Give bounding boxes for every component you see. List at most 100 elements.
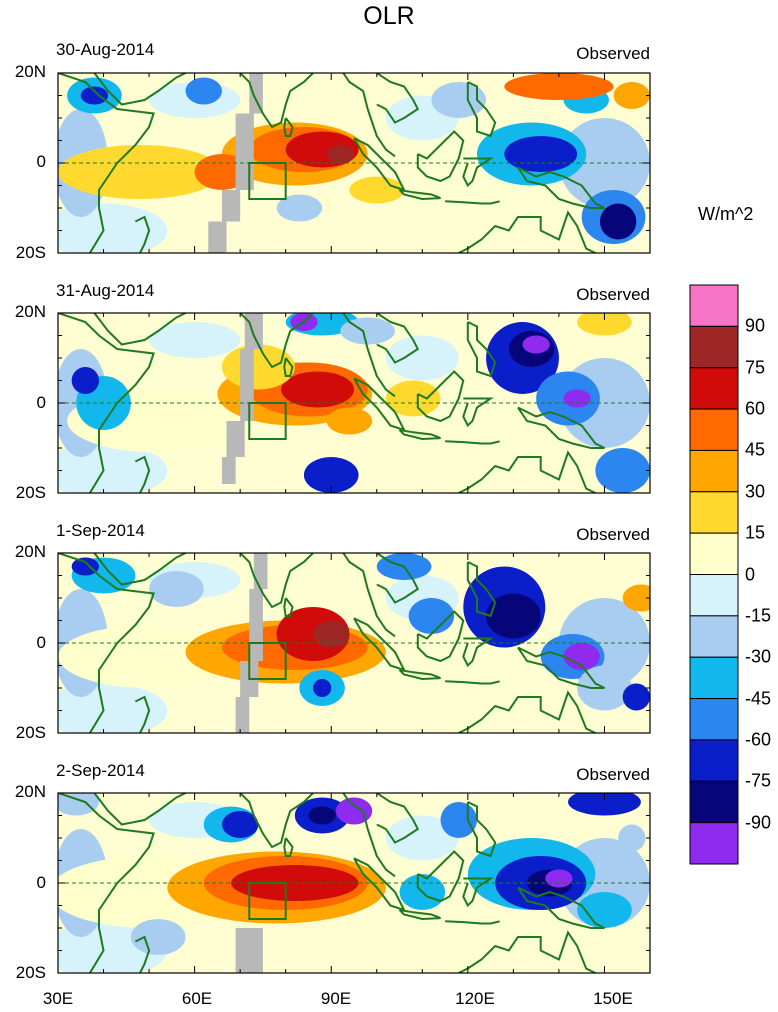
lon-30e: 30E — [42, 989, 74, 1008]
coastline-2 — [93, 73, 186, 106]
missing-data-1 — [235, 928, 263, 973]
anomaly-region-3 — [385, 335, 459, 381]
coastline-6 — [376, 553, 420, 604]
missing-data-4 — [235, 697, 250, 733]
coastline-9 — [416, 610, 465, 663]
coastline-2 — [93, 313, 186, 346]
coastline-9 — [416, 130, 465, 183]
missing-data-1 — [253, 553, 268, 589]
colorbar-bin-2 — [689, 325, 739, 369]
coastline-9 — [416, 370, 465, 423]
missing-data-3 — [221, 190, 241, 222]
anomaly-region-22 — [303, 457, 359, 493]
region-box — [248, 642, 287, 680]
region-box — [248, 882, 287, 920]
colorbar-bin-5 — [689, 449, 739, 493]
colorbar-bin-1 — [689, 284, 739, 327]
anomaly-region-15 — [185, 77, 222, 105]
lon-90e: 90E — [320, 989, 352, 1008]
missing-data-4 — [221, 457, 236, 484]
panel-3-date: 1-Sep-2014 — [56, 521, 145, 540]
colorbar-label: 75 — [745, 357, 766, 378]
anomaly-region-23 — [568, 793, 641, 816]
region-box — [248, 162, 287, 200]
coastline-5 — [342, 73, 396, 158]
coastline-11 — [466, 561, 497, 618]
panel-4-tag: Observed — [576, 765, 650, 784]
anomaly-region-10 — [326, 145, 355, 163]
coastline-15 — [134, 455, 151, 493]
p4-lat-20s: 20S — [15, 963, 46, 982]
panel-2-date: 31-Aug-2014 — [56, 281, 155, 300]
colorbar-label: 60 — [745, 398, 766, 419]
panel-1-tag: Observed — [576, 44, 650, 63]
coastline-14 — [445, 200, 500, 205]
colorbar-bin-4 — [689, 408, 739, 451]
lon-120e: 120E — [455, 989, 495, 1008]
anomaly-region-19 — [522, 335, 550, 354]
anomaly-region-10 — [58, 793, 99, 816]
coastline-12 — [517, 406, 605, 449]
p1-lat-0: 0 — [36, 152, 46, 171]
anomaly-region-3 — [385, 815, 459, 861]
figure-title: OLR — [363, 2, 415, 30]
coastline-8 — [398, 189, 441, 201]
anomaly-region-22 — [504, 73, 614, 100]
anomaly-region-13 — [149, 571, 204, 607]
colorbar-label: -75 — [745, 770, 772, 791]
panel-2-tag: Observed — [576, 285, 650, 304]
anomaly-region-11 — [326, 407, 373, 435]
lon-60e: 60E — [181, 989, 213, 1008]
coastline-5 — [342, 793, 396, 878]
coastline-3 — [238, 73, 315, 129]
anomaly-region-12 — [349, 176, 405, 204]
coastline-8 — [398, 669, 441, 681]
missing-data-3 — [226, 421, 245, 457]
anomaly-region-9 — [231, 865, 359, 901]
anomaly-region-9 — [281, 371, 355, 408]
coastline-13 — [456, 450, 596, 493]
p1-lat-20n: 20N — [14, 62, 46, 81]
colorbar-bin-6 — [689, 491, 739, 534]
coastline-1 — [58, 313, 155, 493]
coastline-15 — [134, 695, 151, 733]
p4-lat-20n: 20N — [14, 782, 46, 801]
anomaly-region-10 — [313, 620, 350, 648]
p3-lat-20n: 20N — [14, 542, 46, 561]
panel-3-tag: Observed — [576, 525, 650, 544]
coastline-6 — [376, 793, 420, 844]
coastline-5 — [342, 553, 396, 638]
coastline-14 — [445, 920, 500, 925]
anomaly-region-24 — [276, 194, 323, 222]
coastline-10 — [462, 877, 494, 908]
coastline-13 — [456, 930, 596, 973]
colorbar-label: 0 — [745, 564, 756, 584]
colorbar-bin-7 — [689, 532, 739, 576]
colorbar-bin-3 — [689, 367, 739, 410]
anomaly-region-6 — [58, 145, 222, 199]
anomaly-region-12 — [71, 557, 99, 576]
coastline-10 — [462, 157, 494, 188]
coastline-15 — [134, 935, 151, 973]
p3-lat-0: 0 — [36, 633, 46, 652]
coastline-15 — [134, 215, 151, 253]
coastline-6 — [376, 73, 420, 124]
coastline-2 — [93, 553, 186, 586]
panel-4-date: 2-Sep-2014 — [56, 761, 145, 780]
coastline-4 — [283, 597, 294, 617]
coastline-4 — [283, 837, 294, 857]
anomaly-region-25 — [618, 824, 646, 852]
coastline-10 — [462, 637, 494, 668]
p1-lat-20s: 20S — [15, 243, 46, 262]
anomaly-region-22 — [622, 683, 650, 711]
anomaly-region-2 — [149, 322, 241, 358]
coastline-4 — [283, 117, 294, 137]
colorbar-label: -15 — [745, 605, 772, 626]
colorbar-bin-9 — [689, 615, 739, 658]
coastline-8 — [398, 429, 441, 441]
missing-data-1 — [249, 73, 263, 114]
colorbar-label: -60 — [745, 729, 772, 750]
region-box — [248, 402, 287, 440]
